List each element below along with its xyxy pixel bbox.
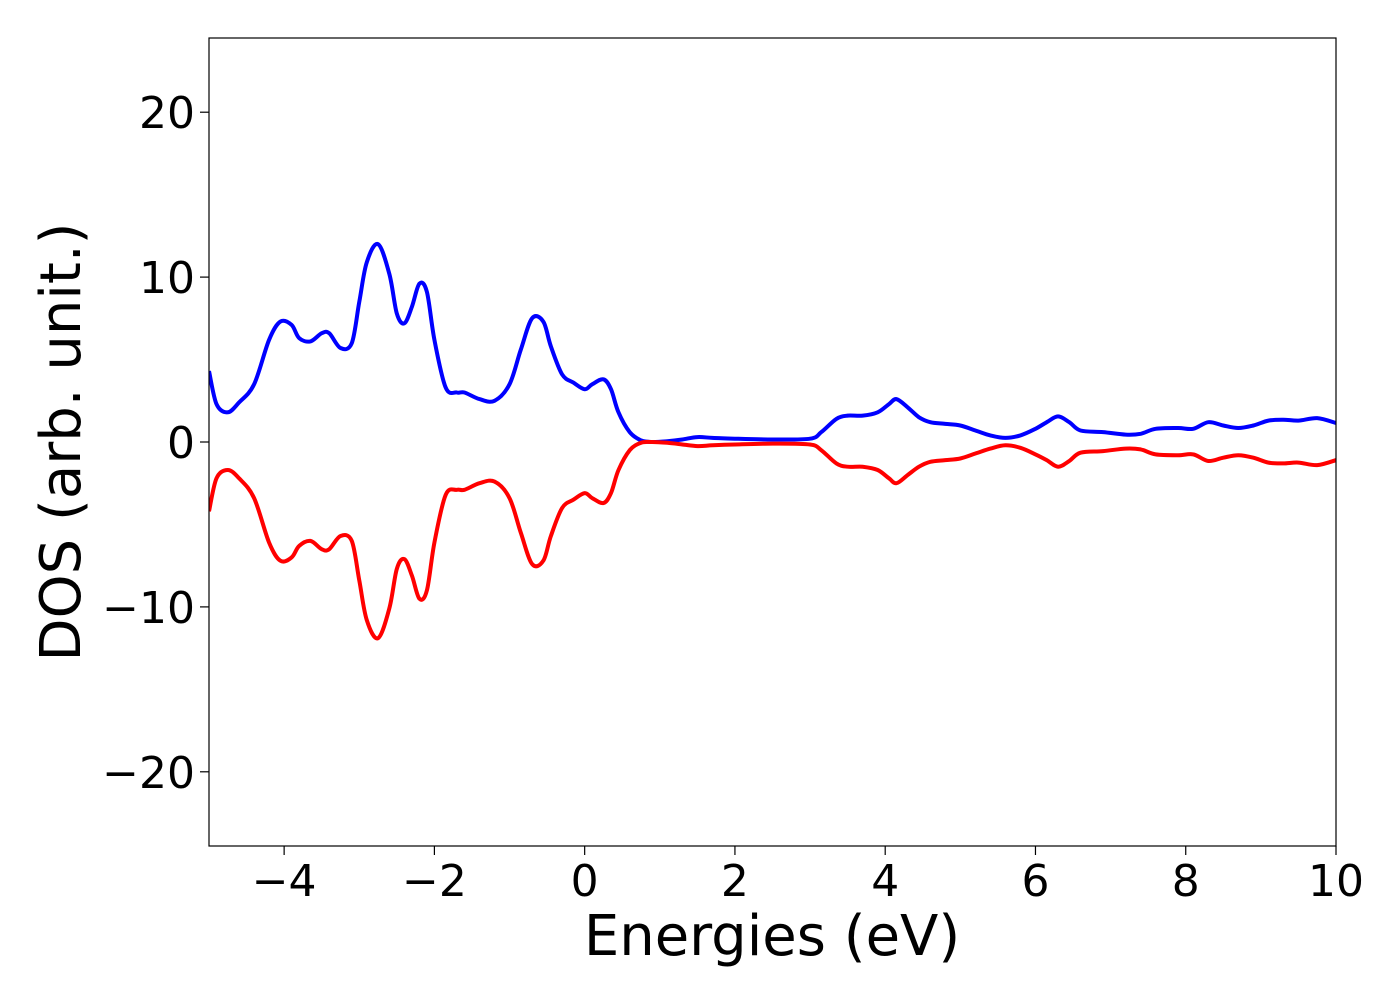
- x-tick-label: 4: [871, 856, 899, 907]
- x-tick-label: −4: [252, 856, 317, 907]
- x-tick-label: 10: [1308, 856, 1364, 907]
- series-layer: [209, 241, 1336, 641]
- y-tick-label: −10: [102, 583, 195, 634]
- x-axis-ticks: −4 −2 0 2 4 6 8 10: [252, 846, 1364, 907]
- series-line-1: [209, 439, 1336, 641]
- x-tick-label: 0: [571, 856, 599, 907]
- x-tick-label: −2: [402, 856, 467, 907]
- y-tick-label: −20: [102, 748, 195, 799]
- x-tick-label: 6: [1021, 856, 1049, 907]
- y-axis-ticks: −20 −10 0 10 20: [102, 88, 209, 799]
- x-tick-label: 2: [721, 856, 749, 907]
- y-axis-label: DOS (arb. unit.): [29, 222, 94, 661]
- y-tick-label: 0: [167, 418, 195, 469]
- y-tick-label: 20: [139, 88, 195, 139]
- y-tick-label: 10: [139, 253, 195, 304]
- x-axis-label: Energies (eV): [584, 904, 960, 969]
- x-tick-label: 8: [1172, 856, 1200, 907]
